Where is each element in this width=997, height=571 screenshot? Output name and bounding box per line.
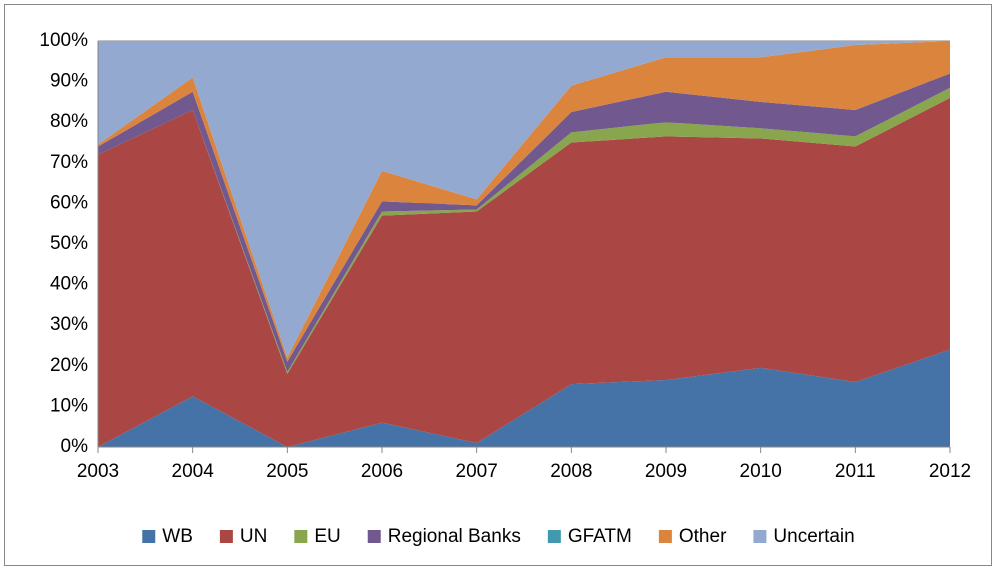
legend-swatch xyxy=(294,530,308,543)
y-tick-label: 0% xyxy=(61,436,89,457)
y-tick-label: 40% xyxy=(50,274,88,295)
legend-swatch xyxy=(547,530,561,543)
legend-label: UN xyxy=(240,526,267,547)
legend-swatch xyxy=(367,530,381,543)
y-tick-label: 70% xyxy=(50,152,88,173)
legend-label: Regional Banks xyxy=(388,526,521,547)
area xyxy=(98,97,950,447)
x-tick-label: 2008 xyxy=(550,461,592,482)
y-tick-label: 90% xyxy=(50,71,88,92)
y-tick-label: 10% xyxy=(50,395,88,416)
legend-swatch xyxy=(658,530,672,543)
area xyxy=(98,41,950,358)
y-tick-label: 30% xyxy=(50,314,88,335)
x-tick-label: 2009 xyxy=(645,461,687,482)
x-tick-label: 2011 xyxy=(835,461,876,482)
x-tick-label: 2007 xyxy=(456,461,498,482)
legend-swatch xyxy=(142,530,156,543)
area xyxy=(98,41,950,362)
y-tick-label: 80% xyxy=(50,111,88,132)
legend-label: Other xyxy=(679,526,727,547)
x-tick-label: 2006 xyxy=(361,461,403,482)
x-tick-label: 2005 xyxy=(266,461,308,482)
legend-swatch xyxy=(753,530,767,543)
area xyxy=(98,349,950,447)
y-tick-label: 60% xyxy=(50,192,88,213)
x-tick-label: 2010 xyxy=(740,461,782,482)
legend-swatch xyxy=(219,530,233,543)
x-tick-label: 2012 xyxy=(929,461,971,482)
y-tick-label: 100% xyxy=(39,30,88,51)
legend-label: EU xyxy=(314,526,340,547)
y-tick-label: 20% xyxy=(50,355,88,376)
legend-label: WB xyxy=(162,526,193,547)
area xyxy=(98,73,950,372)
x-tick-label: 2004 xyxy=(172,461,215,482)
legend-label: Uncertain xyxy=(773,526,854,547)
x-tick-label: 2003 xyxy=(77,461,119,482)
y-tick-label: 50% xyxy=(50,233,88,254)
legend-label: GFATM xyxy=(568,526,632,547)
